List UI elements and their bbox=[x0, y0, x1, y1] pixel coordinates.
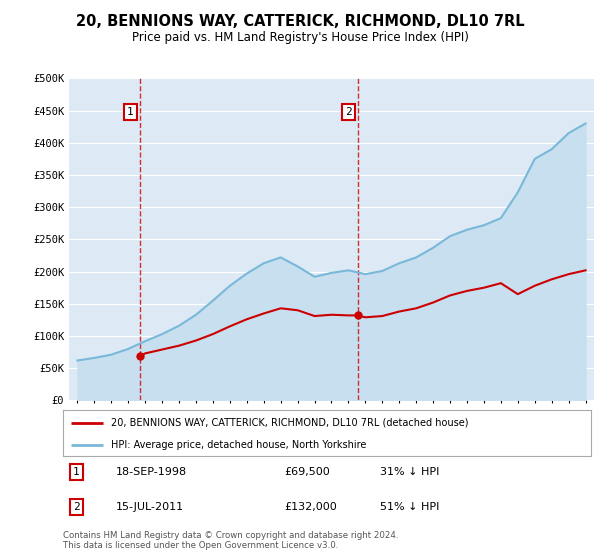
Text: £132,000: £132,000 bbox=[285, 502, 338, 512]
Text: 20, BENNIONS WAY, CATTERICK, RICHMOND, DL10 7RL: 20, BENNIONS WAY, CATTERICK, RICHMOND, D… bbox=[76, 14, 524, 29]
Text: HPI: Average price, detached house, North Yorkshire: HPI: Average price, detached house, Nort… bbox=[110, 440, 366, 450]
Text: 20, BENNIONS WAY, CATTERICK, RICHMOND, DL10 7RL (detached house): 20, BENNIONS WAY, CATTERICK, RICHMOND, D… bbox=[110, 418, 468, 428]
Text: 15-JUL-2011: 15-JUL-2011 bbox=[116, 502, 184, 512]
Text: Price paid vs. HM Land Registry's House Price Index (HPI): Price paid vs. HM Land Registry's House … bbox=[131, 31, 469, 44]
Text: 51% ↓ HPI: 51% ↓ HPI bbox=[380, 502, 439, 512]
Text: 1: 1 bbox=[73, 467, 80, 477]
Text: 31% ↓ HPI: 31% ↓ HPI bbox=[380, 467, 439, 477]
Text: 2: 2 bbox=[345, 107, 352, 117]
Text: 1: 1 bbox=[127, 107, 134, 117]
Text: 2: 2 bbox=[73, 502, 80, 512]
Text: £69,500: £69,500 bbox=[285, 467, 331, 477]
Text: Contains HM Land Registry data © Crown copyright and database right 2024.
This d: Contains HM Land Registry data © Crown c… bbox=[63, 531, 398, 550]
Text: 18-SEP-1998: 18-SEP-1998 bbox=[116, 467, 187, 477]
